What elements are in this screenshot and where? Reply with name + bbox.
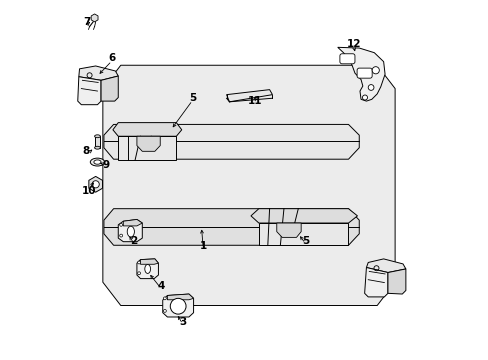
FancyBboxPatch shape [356,68,371,78]
Text: 7: 7 [83,17,91,27]
Circle shape [362,95,367,100]
Text: 11: 11 [247,96,262,106]
Text: 6: 6 [108,53,115,63]
Polygon shape [94,136,100,148]
Text: 2: 2 [130,236,138,246]
Polygon shape [118,136,176,160]
Polygon shape [364,267,387,297]
Circle shape [137,272,140,275]
Polygon shape [113,123,182,136]
Ellipse shape [144,265,150,273]
Circle shape [120,234,122,237]
Ellipse shape [94,135,100,138]
Text: 5: 5 [188,93,196,103]
Polygon shape [250,209,357,223]
Text: 3: 3 [179,317,186,327]
Polygon shape [140,259,158,264]
Polygon shape [226,90,272,102]
Circle shape [92,181,99,188]
Circle shape [163,310,166,312]
Polygon shape [387,269,405,294]
Ellipse shape [94,146,100,149]
Text: 8: 8 [82,145,89,156]
FancyBboxPatch shape [339,54,354,64]
Circle shape [163,297,166,300]
Polygon shape [79,66,118,80]
Ellipse shape [127,226,134,237]
Text: 1: 1 [199,241,206,251]
Text: 9: 9 [102,160,110,170]
Polygon shape [78,77,101,105]
Polygon shape [258,223,348,245]
Polygon shape [276,223,301,237]
Text: 5: 5 [301,236,308,246]
Circle shape [170,298,185,314]
Polygon shape [118,220,142,242]
Polygon shape [123,220,142,226]
Polygon shape [167,294,193,300]
Ellipse shape [94,160,101,164]
Polygon shape [101,76,118,101]
Polygon shape [163,294,193,317]
Text: 4: 4 [157,281,164,291]
Text: 12: 12 [346,39,360,49]
Polygon shape [366,259,405,273]
Polygon shape [102,65,394,306]
Polygon shape [337,47,384,101]
Circle shape [137,261,140,264]
Circle shape [120,224,122,226]
Ellipse shape [90,158,104,166]
Polygon shape [137,136,160,151]
Circle shape [367,85,373,90]
Polygon shape [104,209,359,245]
Polygon shape [137,259,158,279]
Polygon shape [104,125,359,159]
Text: 10: 10 [82,186,96,197]
Circle shape [371,67,379,74]
